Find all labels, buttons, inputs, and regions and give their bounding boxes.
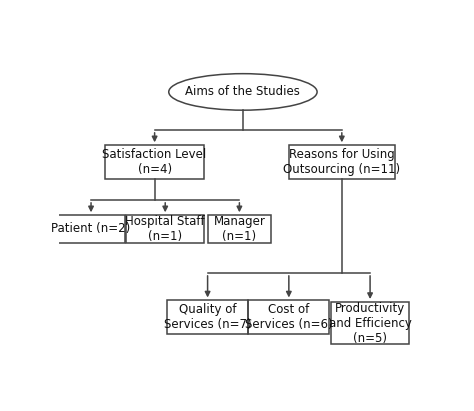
Text: Satisfaction Level
(n=4): Satisfaction Level (n=4) (102, 148, 207, 176)
Text: Patient (n=2): Patient (n=2) (51, 222, 131, 236)
Text: Hospital Staff
(n=1): Hospital Staff (n=1) (126, 215, 205, 243)
Text: Manager
(n=1): Manager (n=1) (213, 215, 265, 243)
Text: Cost of
Services (n=6): Cost of Services (n=6) (245, 303, 333, 331)
Text: Quality of
Services (n=7): Quality of Services (n=7) (164, 303, 251, 331)
Text: Reasons for Using
Outsourcing (n=11): Reasons for Using Outsourcing (n=11) (283, 148, 401, 176)
Text: Aims of the Studies: Aims of the Studies (185, 85, 301, 98)
Text: Productivity
and Efficiency
(n=5): Productivity and Efficiency (n=5) (328, 302, 411, 345)
